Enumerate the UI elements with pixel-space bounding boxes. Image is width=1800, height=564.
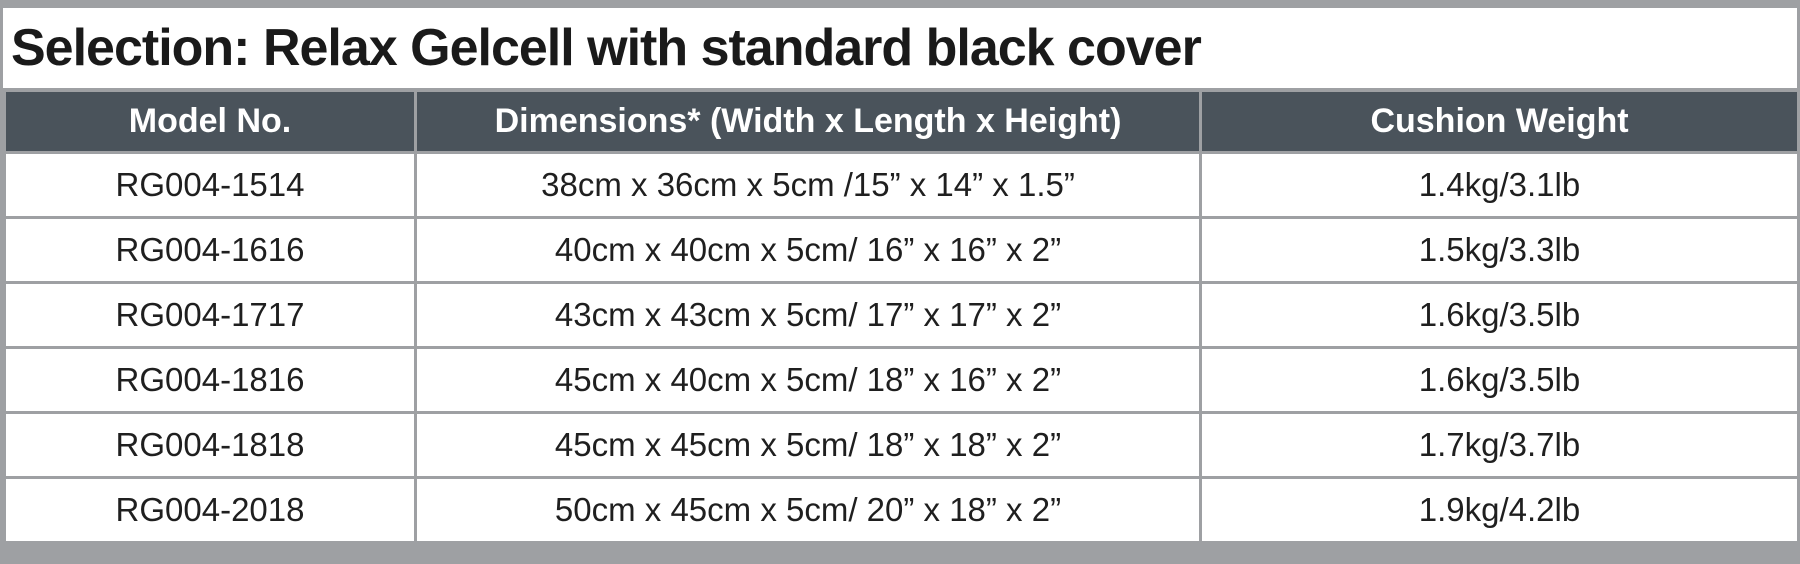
table-row: RG004-1514 38cm x 36cm x 5cm /15” x 14” … xyxy=(3,150,1800,219)
dimensions-cell: 38cm x 36cm x 5cm /15” x 14” x 1.5” xyxy=(414,150,1202,219)
table-row: RG004-2018 50cm x 45cm x 5cm/ 20” x 18” … xyxy=(3,475,1800,544)
title-band: Selection: Relax Gelcell with standard b… xyxy=(3,8,1797,88)
page-title: Selection: Relax Gelcell with standard b… xyxy=(11,19,1202,77)
dimensions-cell: 43cm x 43cm x 5cm/ 17” x 17” x 2” xyxy=(414,280,1202,349)
table-row: RG004-1616 40cm x 40cm x 5cm/ 16” x 16” … xyxy=(3,215,1800,284)
column-header-dimensions: Dimensions* (Width x Length x Height) xyxy=(414,88,1202,154)
dimensions-cell: 45cm x 40cm x 5cm/ 18” x 16” x 2” xyxy=(414,345,1202,414)
table-row: RG004-1816 45cm x 40cm x 5cm/ 18” x 16” … xyxy=(3,345,1800,414)
weight-cell: 1.4kg/3.1lb xyxy=(1199,150,1800,219)
model-cell: RG004-2018 xyxy=(3,475,417,544)
model-cell: RG004-1717 xyxy=(3,280,417,349)
table-header-row: Model No. Dimensions* (Width x Length x … xyxy=(3,88,1800,154)
weight-cell: 1.7kg/3.7lb xyxy=(1199,410,1800,479)
table-row: RG004-1717 43cm x 43cm x 5cm/ 17” x 17” … xyxy=(3,280,1800,349)
weight-cell: 1.5kg/3.3lb xyxy=(1199,215,1800,284)
weight-cell: 1.6kg/3.5lb xyxy=(1199,280,1800,349)
column-header-model: Model No. xyxy=(3,88,417,154)
weight-cell: 1.9kg/4.2lb xyxy=(1199,475,1800,544)
dimensions-cell: 50cm x 45cm x 5cm/ 20” x 18” x 2” xyxy=(414,475,1202,544)
model-cell: RG004-1816 xyxy=(3,345,417,414)
model-cell: RG004-1818 xyxy=(3,410,417,479)
column-header-cushion-weight: Cushion Weight xyxy=(1199,88,1800,154)
table-row: RG004-1818 45cm x 45cm x 5cm/ 18” x 18” … xyxy=(3,410,1800,479)
weight-cell: 1.6kg/3.5lb xyxy=(1199,345,1800,414)
product-spec-table: Model No. Dimensions* (Width x Length x … xyxy=(3,88,1800,544)
model-cell: RG004-1514 xyxy=(3,150,417,219)
dimensions-cell: 45cm x 45cm x 5cm/ 18” x 18” x 2” xyxy=(414,410,1202,479)
model-cell: RG004-1616 xyxy=(3,215,417,284)
dimensions-cell: 40cm x 40cm x 5cm/ 16” x 16” x 2” xyxy=(414,215,1202,284)
